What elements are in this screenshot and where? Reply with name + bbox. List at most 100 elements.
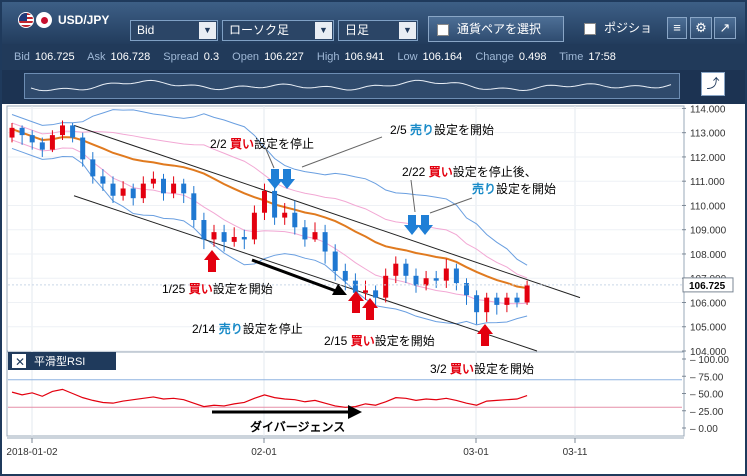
annotation-date: 2/22 bbox=[402, 165, 429, 179]
candle-body bbox=[514, 297, 520, 303]
annotation-side: 売り bbox=[219, 321, 243, 336]
time-label: Time bbox=[559, 51, 584, 63]
candle-body bbox=[484, 297, 490, 313]
price-tick-label: 106.000 bbox=[690, 298, 727, 309]
candle-body bbox=[60, 125, 65, 136]
candle-body bbox=[474, 295, 480, 313]
annotation-date: 1/25 bbox=[162, 282, 189, 296]
rsi-line bbox=[11, 388, 528, 408]
toolbar: USD/JPY Bid ▼ ローソク足 ▼ 日足 ▼ 通貨ペアを選択 ポジション… bbox=[2, 2, 745, 59]
candle-body bbox=[352, 280, 358, 293]
annotation-leader bbox=[410, 179, 416, 213]
price-type-value: Bid bbox=[137, 23, 155, 37]
rsi-panel-header bbox=[8, 352, 116, 370]
position-toggle[interactable]: ポジション bbox=[574, 16, 660, 59]
x-tick-label: 02-01 bbox=[251, 447, 277, 458]
chart-type-select[interactable]: ローソク足 ▼ bbox=[222, 20, 334, 41]
change-label: Change bbox=[475, 51, 514, 63]
ask-value: 106.728 bbox=[110, 51, 151, 63]
bollinger-lower-1sd bbox=[11, 139, 528, 305]
price-type-select[interactable]: Bid ▼ bbox=[130, 20, 218, 41]
hamburger-icon[interactable]: ≡ bbox=[667, 17, 687, 39]
candle-body bbox=[373, 290, 379, 298]
rsi-tick-label: – 100.00 bbox=[690, 355, 729, 366]
chart-annotation: 2/2 買い設定を停止 bbox=[210, 136, 314, 151]
candle-body bbox=[494, 297, 500, 305]
buy-arrow-icon bbox=[348, 291, 364, 313]
main-plot-area bbox=[6, 105, 685, 352]
candle-body bbox=[130, 188, 136, 199]
candle-body bbox=[150, 178, 156, 184]
annotation-date: 2/15 bbox=[324, 334, 351, 348]
annotation-side: 買い bbox=[429, 165, 453, 179]
export-icon[interactable]: ⤴ bbox=[701, 72, 725, 96]
pair-label: USD/JPY bbox=[58, 13, 110, 27]
navigator-track[interactable] bbox=[24, 73, 680, 99]
x-tick-label: 2018-01-02 bbox=[6, 447, 58, 458]
bid-label: Bid bbox=[14, 51, 30, 63]
annotation-side: 売り bbox=[472, 181, 496, 196]
candle-body bbox=[120, 188, 126, 196]
low-value: 106.164 bbox=[422, 51, 463, 63]
select-pair-button[interactable]: 通貨ペアを選択 bbox=[428, 16, 564, 42]
annotation-date: 2/2 bbox=[210, 137, 230, 151]
popout-icon[interactable]: ↗ bbox=[714, 17, 736, 39]
candle-body bbox=[453, 268, 459, 284]
sell-arrow-icon bbox=[279, 169, 295, 189]
chart-annotation: 1/25 買い設定を開始 bbox=[162, 281, 273, 296]
divergence-label: ダイバージェンス bbox=[250, 419, 345, 434]
annotation-leader bbox=[429, 197, 473, 214]
gear-icon[interactable]: ⚙ bbox=[690, 17, 712, 39]
candle-body bbox=[80, 137, 86, 160]
annotation-date: 2/14 bbox=[192, 322, 219, 336]
high-label: High bbox=[316, 51, 340, 63]
candle-body bbox=[241, 236, 247, 240]
x-tick-label: 03-01 bbox=[463, 447, 489, 458]
buy-arrow-icon bbox=[362, 298, 378, 320]
candle-body bbox=[302, 227, 308, 240]
sell-arrow-icon bbox=[417, 215, 433, 235]
candle-body bbox=[524, 285, 530, 303]
currency-pair-selector[interactable]: USD/JPY bbox=[18, 12, 109, 28]
candle-body bbox=[464, 283, 469, 296]
price-tick-label: 111.000 bbox=[690, 177, 725, 188]
candle-body bbox=[39, 142, 45, 150]
select-pair-checkbox[interactable] bbox=[437, 23, 449, 36]
chart-type-value: ローソク足 bbox=[229, 23, 290, 37]
high-value: 106.941 bbox=[344, 51, 385, 63]
rsi-plot-area bbox=[6, 351, 685, 437]
position-checkbox[interactable] bbox=[584, 22, 596, 35]
price-tick-label: 112.000 bbox=[690, 153, 726, 164]
annotation-action: 設定を開始 bbox=[434, 122, 494, 137]
divergence-arrowhead-main bbox=[332, 284, 347, 295]
spread-value: 0.3 bbox=[203, 51, 220, 63]
candle-body bbox=[171, 183, 177, 194]
current-price-box bbox=[682, 277, 734, 293]
candle-body bbox=[413, 275, 419, 286]
annotation-leader bbox=[264, 146, 275, 169]
chevron-down-icon: ▼ bbox=[399, 22, 416, 39]
price-tick-label: 114.000 bbox=[690, 104, 726, 115]
sell-arrow-icon bbox=[404, 215, 420, 235]
divergence-arrowhead-rsi bbox=[348, 405, 362, 419]
candle-body bbox=[383, 275, 389, 298]
candle-body bbox=[29, 135, 35, 143]
annotation-action: 設定を開始 bbox=[375, 333, 435, 348]
candle-body bbox=[282, 212, 288, 218]
timeframe-select[interactable]: 日足 ▼ bbox=[338, 20, 418, 41]
candle-body bbox=[221, 232, 227, 242]
rsi-tick-label: – 75.00 bbox=[690, 372, 724, 383]
range-navigator[interactable] bbox=[2, 70, 745, 104]
close-icon-glyph: ✕ bbox=[15, 355, 25, 369]
candle-body bbox=[191, 193, 197, 221]
annotation-side: 売り bbox=[410, 122, 434, 137]
chart-annotation: 売り設定を開始 bbox=[472, 181, 556, 196]
candle-body bbox=[211, 232, 217, 240]
candle-body bbox=[312, 232, 318, 240]
annotation-side: 買い bbox=[189, 282, 213, 296]
open-value: 106.227 bbox=[264, 51, 304, 63]
time-value: 17:58 bbox=[588, 51, 616, 63]
price-tick-label: 109.000 bbox=[690, 226, 727, 237]
candle-body bbox=[90, 159, 96, 177]
